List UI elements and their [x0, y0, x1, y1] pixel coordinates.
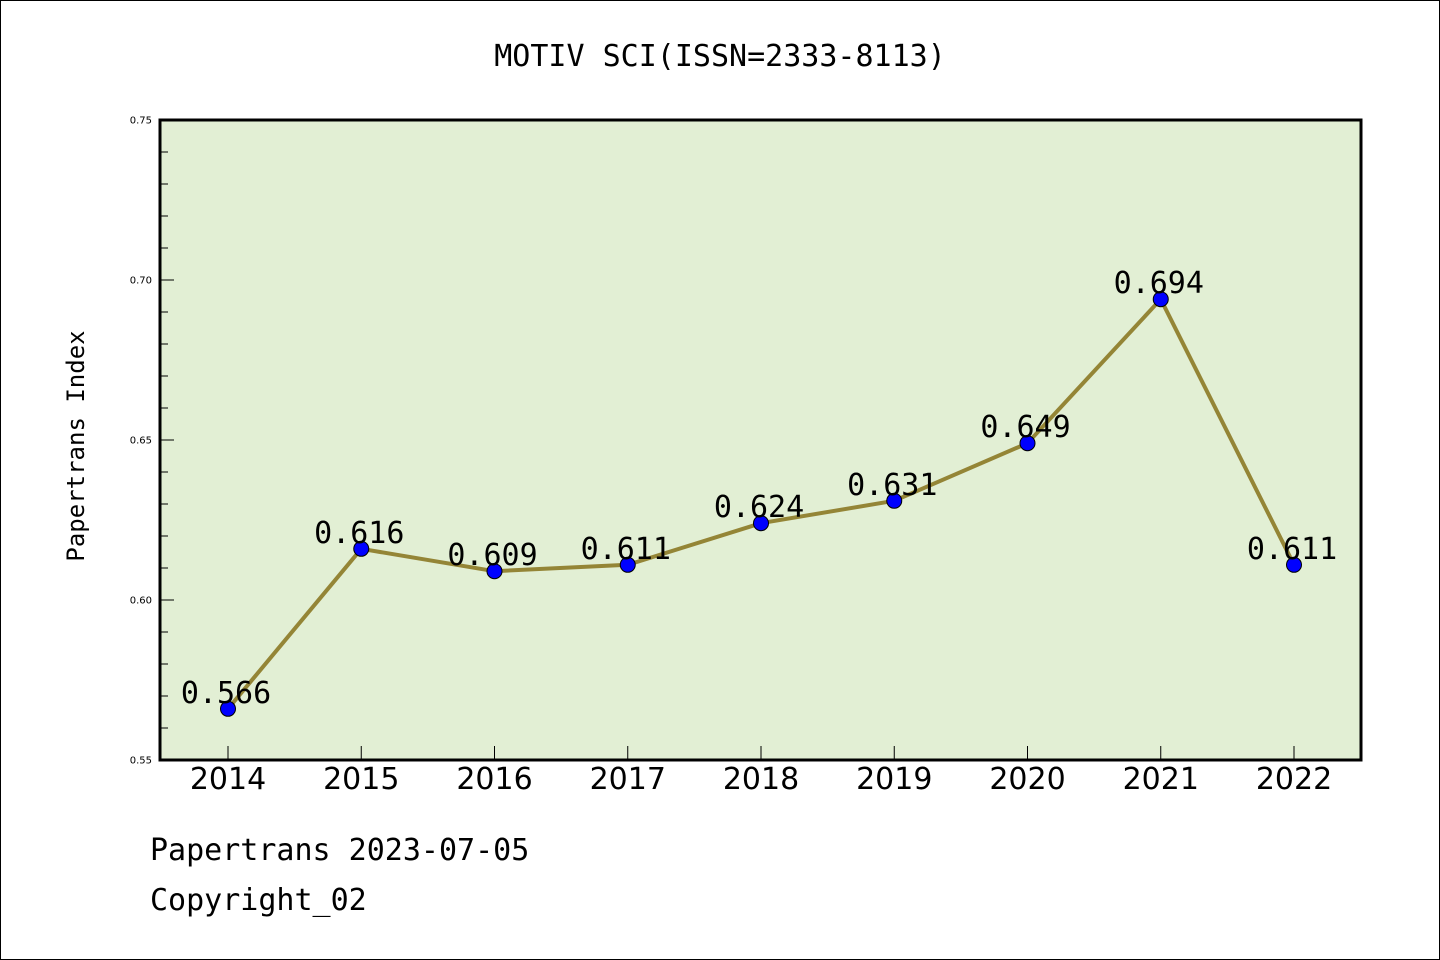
data-point [1286, 556, 1302, 573]
footer-copyright: Copyright_02 [150, 883, 367, 918]
data-point [1019, 435, 1036, 452]
plot-frame [158, 118, 1363, 762]
y-tick-label: 0.70 [130, 276, 152, 287]
data-point [753, 515, 769, 532]
y-tick-label: 0.60 [130, 596, 152, 607]
data-label: 0.631 [847, 468, 937, 503]
y-tick-label: 0.75 [130, 116, 152, 127]
data-point [886, 492, 903, 509]
chart-title: MOTIV SCI(ISSN=2333-8113) [494, 39, 946, 74]
x-tick-label: 2014 [190, 762, 266, 797]
x-tick-label: 2020 [989, 762, 1065, 797]
x-tick-label: 2018 [723, 762, 799, 797]
plot-area [160, 120, 1361, 760]
data-label: 0.611 [1247, 532, 1337, 567]
data-label: 0.694 [1114, 266, 1204, 301]
y-tick-label: 0.55 [130, 756, 152, 767]
data-label: 0.649 [980, 410, 1070, 445]
x-tick-label: 2015 [323, 762, 399, 797]
data-label: 0.566 [181, 676, 271, 711]
y-tick-label: 0.65 [130, 436, 152, 447]
data-point [486, 563, 503, 580]
x-axis-ticks: 2014 2015 2016 2017 2018 2019 2020 2021 2022 [190, 746, 1332, 797]
footer-source: Papertrans 2023-07-05 [150, 833, 530, 868]
data-labels: 0.566 0.616 0.609 0.611 0.624 0.631 0.649 0.694… [181, 266, 1337, 711]
x-tick-label: 2019 [856, 762, 932, 797]
data-point [1152, 291, 1169, 308]
y-axis-label: Papertrans Index [62, 330, 90, 561]
data-label: 0.609 [447, 538, 537, 573]
x-tick-label: 2022 [1256, 762, 1332, 797]
data-point [353, 540, 370, 557]
data-label: 0.616 [314, 516, 404, 551]
x-tick-label: 2021 [1123, 762, 1199, 797]
data-point [220, 700, 236, 717]
x-tick-label: 2017 [590, 762, 666, 797]
data-label: 0.611 [581, 532, 671, 567]
data-point [619, 556, 636, 573]
series-group [220, 291, 1302, 717]
data-label: 0.624 [714, 490, 804, 525]
x-tick-label: 2016 [456, 762, 532, 797]
